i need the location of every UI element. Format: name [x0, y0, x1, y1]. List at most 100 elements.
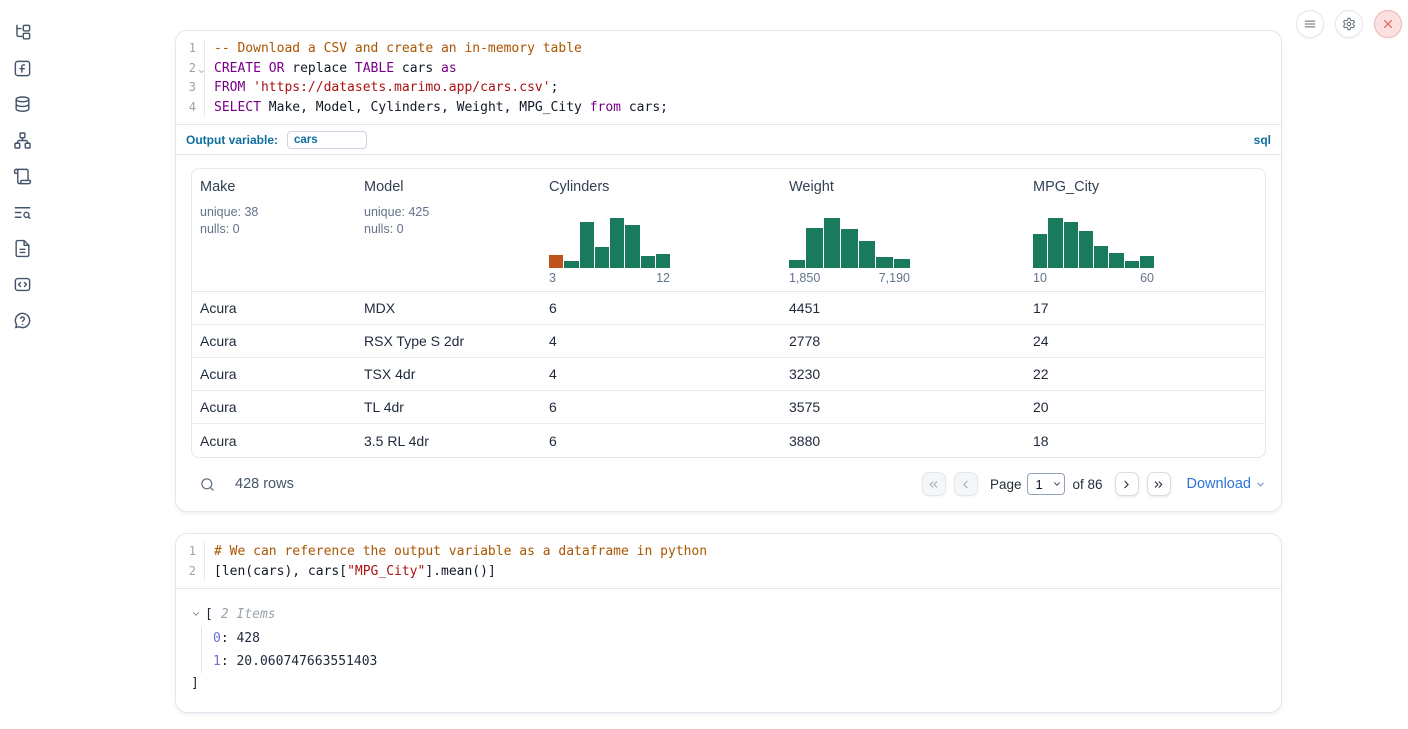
code-text[interactable]: SELECT Make, Model, Cylinders, Weight, M…: [214, 99, 668, 115]
code-text[interactable]: [len(cars), cars["MPG_City"].mean()]: [214, 563, 496, 579]
python-code-editor[interactable]: 1 # We can reference the output variable…: [176, 534, 1281, 588]
tree-root-line: [ 2 Items: [191, 604, 1266, 624]
list-output: [ 2 Items 0: 428 1: 20.060747663551403 ]: [176, 589, 1281, 712]
entry-key: 1: [213, 654, 221, 669]
table-row[interactable]: Acura MDX 6 4451 17: [192, 292, 1265, 325]
table-cell: 17: [1033, 300, 1049, 316]
dependency-graph-icon[interactable]: [11, 130, 33, 150]
output-variable-input[interactable]: [287, 130, 368, 149]
histogram-cylinders[interactable]: 3 12: [549, 218, 670, 285]
collapse-chevron-icon[interactable]: [191, 608, 203, 620]
histogram-bar: [789, 260, 806, 268]
column-label[interactable]: Make: [200, 179, 236, 195]
histogram-bar: [1048, 218, 1063, 268]
histogram-bar: [1139, 256, 1154, 268]
table-cell: MDX: [364, 300, 396, 316]
chevron-right-icon[interactable]: [1114, 472, 1139, 496]
histogram-bar: [1063, 222, 1078, 268]
page-select[interactable]: 1: [1027, 473, 1066, 495]
notebook-content: 1 -- Download a CSV and create an in-mem…: [175, 30, 1282, 713]
snippets-icon[interactable]: [11, 274, 33, 294]
database-icon[interactable]: [11, 94, 33, 114]
code-line: 1 # We can reference the output variable…: [176, 542, 1281, 562]
search-icon[interactable]: [197, 474, 217, 494]
code-line: 4 SELECT Make, Model, Cylinders, Weight,…: [176, 97, 1281, 117]
documentation-icon[interactable]: [11, 238, 33, 258]
histogram-bar: [579, 222, 594, 268]
output-variable-label: Output variable:: [186, 132, 279, 147]
column-header-cylinders: Cylinders 3 12: [541, 169, 781, 291]
page-select-wrap: 1: [1027, 473, 1066, 495]
column-stats: unique: 425 nulls: 0: [364, 205, 430, 236]
table-cell: 4: [549, 333, 557, 349]
table-cell: 4: [549, 366, 557, 382]
line-number: 4: [176, 97, 205, 117]
table-row[interactable]: Acura TL 4dr 6 3575 20: [192, 391, 1265, 424]
histogram-bar: [594, 247, 609, 268]
entry-value: 20.060747663551403: [236, 654, 378, 669]
table-cell: Acura: [200, 399, 237, 415]
table-cell: 6: [549, 399, 557, 415]
histogram-bar: [655, 254, 670, 268]
gear-icon[interactable]: [1335, 10, 1363, 38]
histogram-axis-labels: 1,850 7,190: [789, 271, 910, 285]
file-tree-icon[interactable]: [11, 22, 33, 42]
column-header-weight: Weight 1,850 7,190: [781, 169, 1025, 291]
line-number: 2: [176, 58, 206, 78]
histogram-bar: [841, 229, 858, 268]
column-label[interactable]: Weight: [789, 179, 834, 195]
entry-key: 0: [213, 631, 221, 646]
histogram-bar: [549, 255, 564, 268]
sql-code-editor[interactable]: 1 -- Download a CSV and create an in-mem…: [176, 31, 1281, 124]
code-text[interactable]: CREATE OR replace TABLE cars as: [214, 60, 457, 76]
table-cell: 2778: [789, 333, 821, 349]
chevrons-right-icon[interactable]: [1146, 472, 1171, 496]
function-icon[interactable]: [11, 58, 33, 78]
code-line: 1 -- Download a CSV and create an in-mem…: [176, 39, 1281, 59]
table-row[interactable]: Acura TSX 4dr 4 3230 22: [192, 358, 1265, 391]
data-table: Make unique: 38 nulls: 0 Model unique: 4…: [191, 168, 1266, 458]
table-cell: Acura: [200, 300, 237, 316]
logs-search-icon[interactable]: [11, 202, 33, 222]
histogram-weight[interactable]: 1,850 7,190: [789, 218, 910, 285]
code-text[interactable]: -- Download a CSV and create an in-memor…: [214, 41, 582, 56]
left-sidebar: [0, 0, 44, 330]
column-label[interactable]: Cylinders: [549, 179, 610, 195]
column-header-mpg-city: MPG_City 10 60: [1025, 169, 1265, 291]
close-x-icon[interactable]: [1374, 10, 1402, 38]
line-number: 1: [176, 542, 205, 562]
line-number: 1: [176, 39, 205, 59]
table-cell: 6: [549, 432, 557, 449]
histogram-bar: [1094, 246, 1109, 268]
histogram-bar: [610, 218, 625, 268]
table-cell: Acura: [200, 432, 237, 449]
scroll-icon[interactable]: [11, 166, 33, 186]
divider: [176, 124, 1281, 125]
histogram-bar: [1109, 253, 1124, 268]
histogram-bar: [1124, 261, 1139, 268]
table-cell: 4451: [789, 300, 821, 316]
column-label[interactable]: Model: [364, 179, 404, 195]
column-header-make: Make unique: 38 nulls: 0: [192, 169, 356, 291]
hamburger-menu-icon[interactable]: [1296, 10, 1324, 38]
column-label[interactable]: MPG_City: [1033, 179, 1100, 195]
code-text[interactable]: # We can reference the output variable a…: [214, 544, 708, 559]
table-row[interactable]: Acura 3.5 RL 4dr 6 3880 18: [192, 424, 1265, 457]
histogram-mpg-city[interactable]: 10 60: [1033, 218, 1154, 285]
chevron-left-icon[interactable]: [953, 472, 978, 496]
sql-cell: 1 -- Download a CSV and create an in-mem…: [175, 30, 1282, 512]
table-row[interactable]: Acura RSX Type S 2dr 4 2778 24: [192, 325, 1265, 358]
column-header-model: Model unique: 425 nulls: 0: [356, 169, 541, 291]
fold-chevron-icon[interactable]: [197, 63, 206, 73]
table-cell: 6: [549, 300, 557, 316]
chevrons-left-icon[interactable]: [921, 472, 946, 496]
histogram-bar: [625, 225, 640, 268]
code-text[interactable]: FROM 'https://datasets.marimo.app/cars.c…: [214, 80, 559, 95]
tree-entries: 0: 428 1: 20.060747663551403: [201, 627, 1266, 673]
histogram-axis-labels: 10 60: [1033, 271, 1154, 285]
divider: [176, 588, 1281, 589]
divider: [176, 154, 1281, 155]
download-button[interactable]: Download: [1187, 476, 1267, 492]
line-number: 3: [176, 78, 205, 98]
help-icon[interactable]: [11, 310, 33, 330]
